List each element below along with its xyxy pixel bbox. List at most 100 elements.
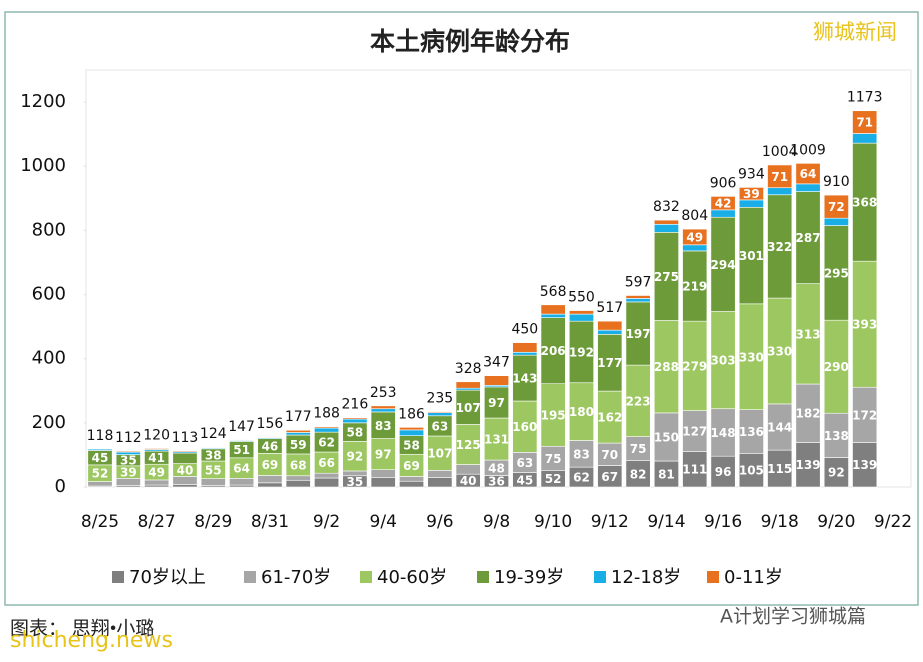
x-tick-label: 9/6 [426, 512, 453, 532]
data-label: 290 [824, 360, 849, 374]
bar-segment [200, 446, 226, 449]
data-label: 97 [488, 396, 505, 410]
bar-segment [512, 400, 538, 453]
bar-segment [653, 232, 679, 321]
data-label: 279 [682, 359, 707, 373]
bar-segment [427, 477, 453, 488]
data-label: 177 [597, 356, 622, 370]
legend-swatch [244, 571, 256, 583]
total-label: 112 [115, 430, 142, 446]
data-label: 303 [711, 354, 736, 368]
bar-segment [682, 410, 708, 452]
data-label: 62 [573, 471, 590, 485]
bar-segment [710, 455, 736, 488]
legend-label: 19-39岁 [494, 567, 564, 588]
bar-segment [653, 219, 679, 225]
bar-segment [342, 470, 368, 477]
data-label: 48 [488, 461, 505, 475]
data-label: 180 [569, 405, 594, 419]
bar-segment [257, 475, 283, 484]
bar-segment [625, 301, 651, 366]
data-label: 75 [545, 452, 562, 466]
legend-label: 70岁以上 [129, 567, 206, 588]
bar-segment [370, 411, 396, 439]
data-label: 97 [375, 448, 392, 462]
bar-segment [172, 450, 198, 453]
x-tick-label: 9/20 [817, 512, 855, 532]
bar-segment [653, 320, 679, 414]
legend-label: 12-18岁 [611, 567, 681, 588]
data-label: 125 [456, 438, 481, 452]
bar-segment [370, 408, 396, 413]
bar-segment [115, 451, 141, 455]
data-label: 52 [92, 467, 109, 481]
bar-segment [597, 334, 623, 392]
bar-segment [285, 429, 311, 433]
total-label: 188 [313, 406, 340, 422]
bar-segment [625, 298, 651, 303]
data-label: 49 [148, 466, 165, 480]
y-tick-label: 1000 [20, 155, 66, 176]
bar-segment [314, 472, 340, 479]
x-tick-label: 9/22 [874, 512, 912, 532]
legend-label: 61-70岁 [261, 567, 331, 588]
data-label: 52 [545, 472, 562, 486]
data-label: 136 [739, 425, 764, 439]
y-tick-label: 600 [32, 284, 66, 305]
bar-segment [455, 381, 481, 389]
bar-segment [144, 479, 170, 486]
bar-segment [568, 382, 594, 441]
data-label: 96 [715, 465, 732, 479]
data-label: 195 [541, 408, 566, 422]
data-label: 107 [456, 401, 481, 415]
bar-segment [540, 317, 566, 385]
data-label: 172 [852, 408, 877, 422]
x-tick-label: 8/25 [81, 512, 119, 532]
bar-segment [852, 260, 878, 388]
data-label: 111 [682, 463, 707, 477]
data-label: 51 [233, 443, 250, 457]
bar-segment [87, 481, 113, 487]
bar-segment [370, 438, 396, 470]
data-label: 150 [654, 430, 679, 444]
bar-segment [767, 164, 793, 189]
bar-segment [399, 427, 425, 431]
bar-segment [455, 389, 481, 425]
data-label: 69 [403, 459, 420, 473]
bar-segment [285, 479, 311, 488]
data-label: 64 [233, 462, 250, 476]
total-label: 235 [426, 391, 453, 407]
bar-segment [795, 283, 821, 385]
data-label: 144 [767, 421, 792, 435]
x-tick-label: 9/2 [313, 512, 340, 532]
legend-swatch [594, 571, 606, 583]
data-label: 139 [796, 458, 821, 472]
data-label: 223 [626, 394, 651, 408]
data-label: 288 [654, 360, 679, 374]
chart-title: 本土病例年龄分布 [370, 27, 570, 56]
bar-segment [795, 191, 821, 284]
bar-segment [710, 209, 736, 218]
data-label: 58 [347, 426, 364, 440]
data-label: 71 [771, 170, 788, 184]
bar-segment [540, 304, 566, 315]
total-label: 156 [257, 416, 284, 432]
data-label: 287 [796, 231, 821, 245]
total-label: 1173 [847, 90, 883, 106]
bar-segment [512, 342, 538, 353]
bar-segment [795, 163, 821, 185]
data-label: 70 [601, 448, 618, 462]
total-label: 177 [285, 409, 312, 425]
bar-segment [710, 408, 736, 457]
data-label: 162 [597, 411, 622, 425]
total-label: 906 [710, 175, 737, 191]
total-label: 517 [596, 300, 623, 316]
data-label: 127 [682, 425, 707, 439]
data-label: 322 [767, 240, 792, 254]
data-label: 42 [715, 197, 732, 211]
bar-segment [455, 424, 481, 465]
data-label: 301 [739, 249, 764, 263]
bar-segment [342, 441, 368, 472]
bar-segment [399, 429, 425, 436]
